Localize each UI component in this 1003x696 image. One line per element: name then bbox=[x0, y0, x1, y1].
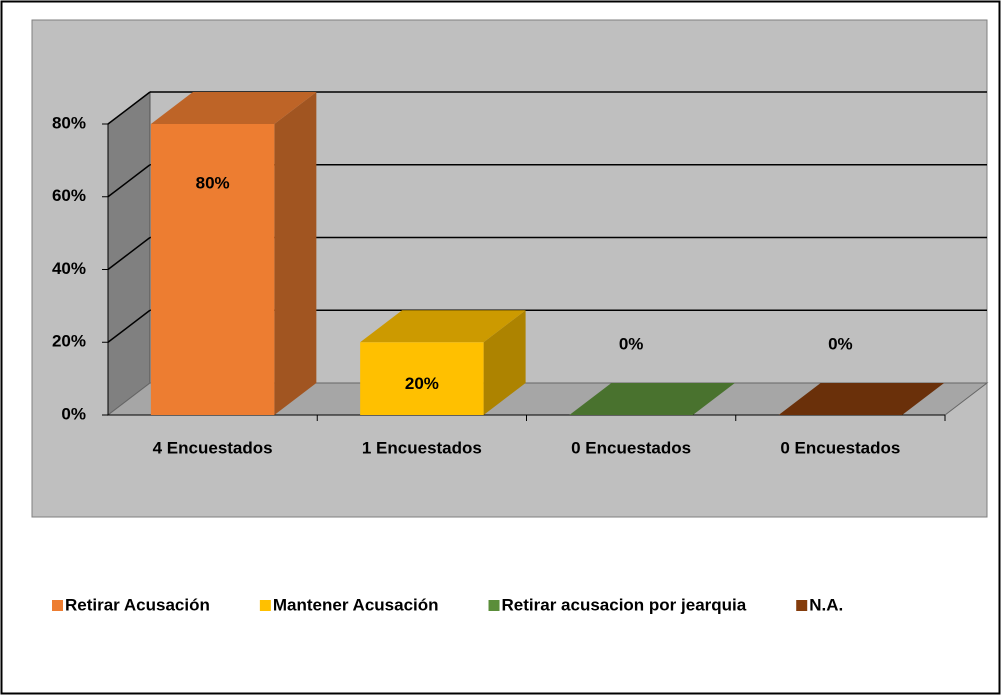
y-tick-label: 80% bbox=[52, 113, 86, 132]
x-tick-label: 0 Encuestados bbox=[571, 438, 691, 457]
x-tick-label: 1 Encuestados bbox=[362, 438, 482, 457]
bar-top bbox=[150, 92, 317, 124]
legend-swatch bbox=[259, 600, 271, 611]
legend-label: Retirar Acusación bbox=[65, 595, 210, 614]
bar-top bbox=[569, 383, 735, 415]
data-label: 0% bbox=[619, 334, 644, 353]
grid-line bbox=[107, 91, 151, 125]
bar-top bbox=[360, 310, 526, 343]
legend-label: Retirar acusacion por jearquia bbox=[502, 595, 747, 614]
x-tick-label: 4 Encuestados bbox=[153, 438, 273, 457]
bar-side bbox=[483, 310, 526, 415]
grid-line bbox=[107, 236, 151, 271]
bar bbox=[150, 124, 275, 415]
data-label: 80% bbox=[196, 173, 230, 192]
y-tick-label: 0% bbox=[61, 404, 86, 423]
grid-line bbox=[107, 164, 151, 198]
plot: 0% 20% 40% 60% 80% 4 Encuestados 80% 1 Encuesta… bbox=[52, 91, 987, 614]
legend-swatch bbox=[796, 600, 808, 611]
bar-top bbox=[778, 383, 945, 415]
data-label: 20% bbox=[405, 374, 439, 393]
data-label: 0% bbox=[828, 334, 853, 353]
legend-swatch bbox=[488, 600, 500, 611]
y-tick-label: 60% bbox=[52, 186, 86, 205]
legend-swatch bbox=[52, 600, 63, 611]
bar-side bbox=[274, 92, 317, 415]
grid-line bbox=[107, 309, 151, 343]
y-tick-label: 40% bbox=[52, 259, 86, 278]
bar bbox=[360, 342, 484, 415]
y-tick-label: 20% bbox=[52, 332, 86, 351]
legend-label: Mantener Acusación bbox=[273, 595, 439, 614]
legend-label: N.A. bbox=[809, 595, 843, 614]
x-tick-label: 0 Encuestados bbox=[780, 438, 900, 457]
